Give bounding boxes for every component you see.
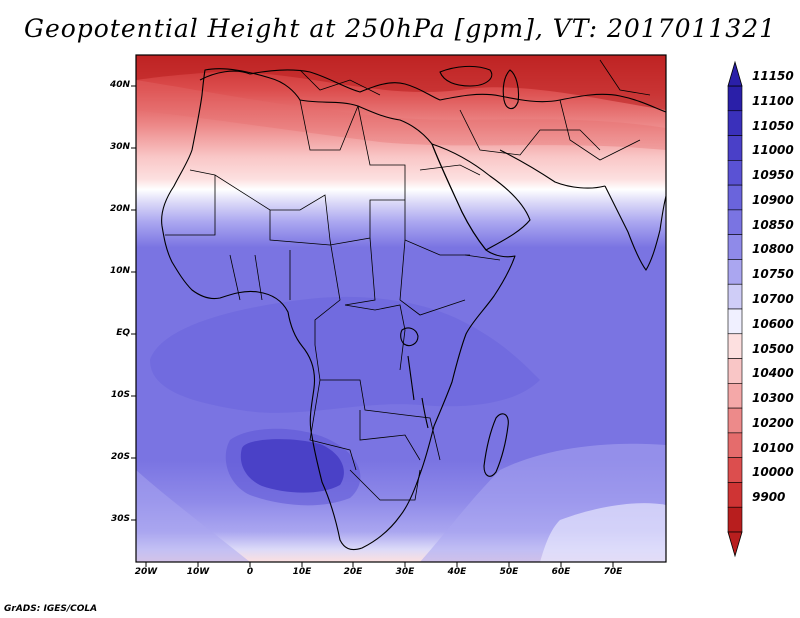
colorbar-swatch-15 bbox=[727, 457, 743, 483]
colorbar-swatch-11 bbox=[727, 358, 743, 384]
lake-victoria bbox=[400, 327, 419, 347]
lat-label-40n: 40N bbox=[109, 80, 130, 90]
europe-coastline bbox=[199, 69, 666, 113]
black-sea-coastline bbox=[439, 65, 493, 87]
colorbar-label: 11100 bbox=[752, 93, 794, 108]
lon-label-60e: 60E bbox=[551, 567, 571, 577]
lat-label-20s: 20S bbox=[110, 452, 130, 462]
colorbar-swatch-10 bbox=[727, 333, 743, 359]
lat-label-30n: 30N bbox=[109, 142, 130, 152]
colorbar-label: 10200 bbox=[752, 415, 794, 430]
colorbar-swatch-6 bbox=[727, 234, 743, 260]
tick-marks bbox=[131, 85, 614, 567]
colorbar-swatch-3 bbox=[727, 160, 743, 186]
colorbar-swatch-2 bbox=[727, 135, 743, 161]
colorbar-swatch-1 bbox=[727, 110, 743, 136]
lat-label-30s: 30S bbox=[110, 514, 130, 524]
colorbar-label: 10000 bbox=[752, 465, 794, 480]
persian-gulf-coastline bbox=[499, 149, 606, 189]
contour-10300 bbox=[136, 80, 666, 150]
lon-label-30e: 30E bbox=[395, 567, 415, 577]
colorbar-label: 10100 bbox=[752, 440, 794, 455]
lat-label-10n: 10N bbox=[109, 266, 130, 276]
contour-10850-southwest bbox=[136, 470, 250, 562]
colorbar-swatch-17 bbox=[727, 506, 743, 533]
lat-label-eq: EQ bbox=[116, 328, 130, 338]
colorbar-label: 10700 bbox=[752, 292, 794, 306]
colorbar-swatch-9 bbox=[727, 308, 743, 335]
lon-label-70e: 70E bbox=[603, 567, 623, 577]
colorbar-swatch-7 bbox=[727, 259, 743, 285]
colorbar-label: 10400 bbox=[752, 366, 794, 381]
footer-credit: GrADS: IGES/COLA bbox=[4, 604, 98, 614]
india-coastline bbox=[604, 185, 666, 271]
madagascar-coastline bbox=[483, 413, 509, 477]
lat-label-20n: 20N bbox=[109, 204, 130, 214]
colorbar-swatch-12 bbox=[727, 383, 743, 409]
coastlines bbox=[161, 65, 666, 551]
lake-malawi bbox=[421, 397, 429, 429]
lon-label-10w: 10W bbox=[186, 567, 210, 577]
lon-label-50e: 50E bbox=[499, 567, 519, 577]
colorbar-swatch-0 bbox=[727, 85, 743, 112]
colorbar-swatch-14 bbox=[727, 432, 743, 458]
arabia-coastline bbox=[431, 143, 531, 251]
lake-tanganyika bbox=[407, 355, 415, 401]
contour-10950-equator bbox=[150, 296, 540, 413]
lon-label-20w: 20W bbox=[134, 567, 158, 577]
country-borders bbox=[165, 59, 651, 501]
colorbar-arrow-top bbox=[727, 60, 743, 87]
colorbar-swatch-8 bbox=[727, 283, 743, 310]
colorbar-label: 11150 bbox=[752, 69, 794, 83]
lon-label-0: 0 bbox=[246, 567, 254, 577]
caspian-sea-coastline bbox=[502, 69, 520, 110]
colorbar-label: 10800 bbox=[752, 242, 794, 257]
colorbar-label: 10500 bbox=[752, 341, 794, 356]
colorbar-label: 11000 bbox=[752, 143, 794, 158]
colorbar-label: 9900 bbox=[752, 490, 786, 505]
colorbar-label: 10750 bbox=[752, 267, 794, 282]
contour-10750-southeast bbox=[540, 503, 666, 562]
colorbar-label: 10900 bbox=[752, 192, 794, 207]
colorbar-label: 10600 bbox=[752, 316, 794, 331]
contour-high-north bbox=[136, 55, 666, 110]
colorbar-label: 10300 bbox=[752, 391, 794, 406]
page-title: Geopotential Height at 250hPa [gpm], VT:… bbox=[23, 14, 777, 43]
lon-label-20e: 20E bbox=[343, 567, 363, 577]
colorbar-arrow-bottom bbox=[727, 531, 743, 558]
lat-label-10s: 10S bbox=[110, 390, 130, 400]
lon-label-10e: 10E bbox=[292, 567, 312, 577]
contour-11000-south bbox=[225, 428, 361, 506]
colorbar-label: 11050 bbox=[752, 118, 794, 133]
colorbar-swatch-4 bbox=[727, 184, 743, 211]
colorbar-swatch-5 bbox=[727, 209, 743, 235]
map-frame bbox=[135, 54, 667, 563]
lon-label-40e: 40E bbox=[447, 567, 467, 577]
colorbar-swatch-16 bbox=[727, 482, 743, 508]
colorbar bbox=[727, 60, 743, 558]
colorbar-label: 10850 bbox=[752, 217, 794, 232]
colorbar-swatch-13 bbox=[727, 407, 743, 434]
colorbar-label: 10950 bbox=[752, 168, 794, 183]
